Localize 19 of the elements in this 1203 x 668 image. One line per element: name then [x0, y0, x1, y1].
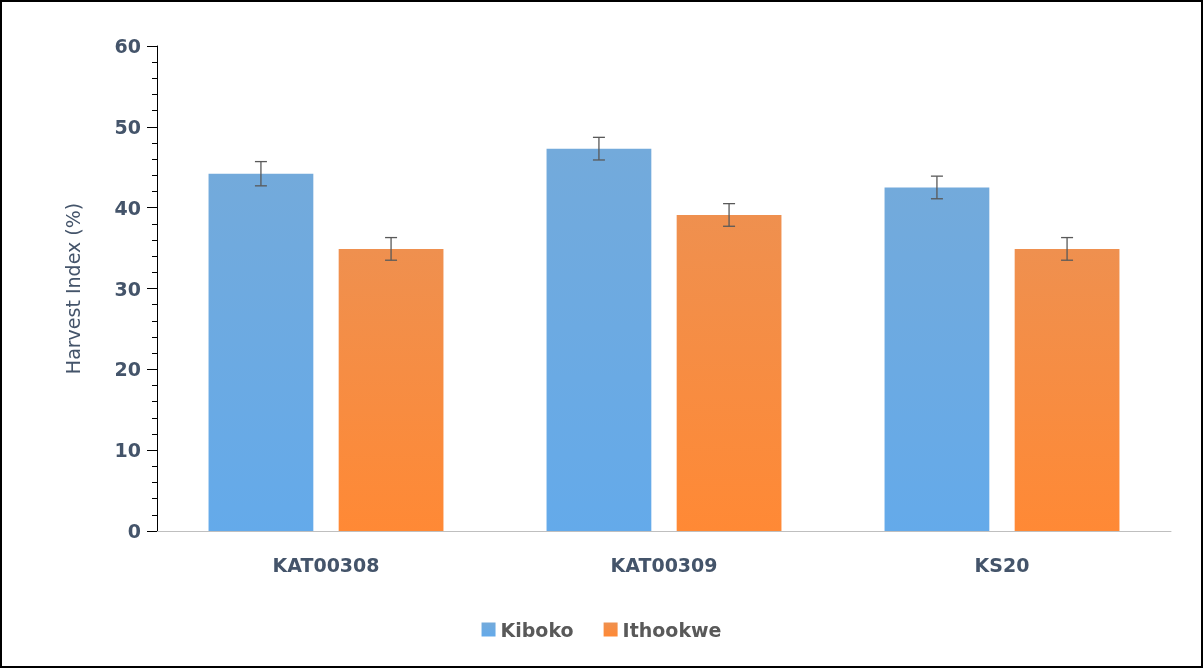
- y-tick-label: 20: [114, 358, 141, 381]
- bar: [338, 248, 444, 531]
- legend-label: Kiboko: [500, 618, 574, 641]
- y-axis-title: Harvest Index (%): [61, 202, 84, 375]
- bar: [208, 173, 314, 531]
- legend-label: Ithookwe: [622, 618, 722, 641]
- y-tick-label: 50: [114, 115, 141, 138]
- x-tick-label: KAT00309: [610, 553, 718, 576]
- y-tick-label: 40: [114, 196, 141, 219]
- bar: [676, 214, 782, 531]
- x-tick-label: KAT00308: [272, 553, 380, 576]
- y-tick-label: 0: [127, 520, 141, 542]
- y-tick-label: 60: [114, 35, 141, 57]
- bar: [1014, 248, 1120, 531]
- x-tick-label: KS20: [974, 553, 1030, 576]
- bar: [884, 187, 990, 531]
- y-tick-label: 10: [114, 439, 141, 462]
- bar: [546, 148, 652, 531]
- y-tick-label: 30: [114, 277, 141, 300]
